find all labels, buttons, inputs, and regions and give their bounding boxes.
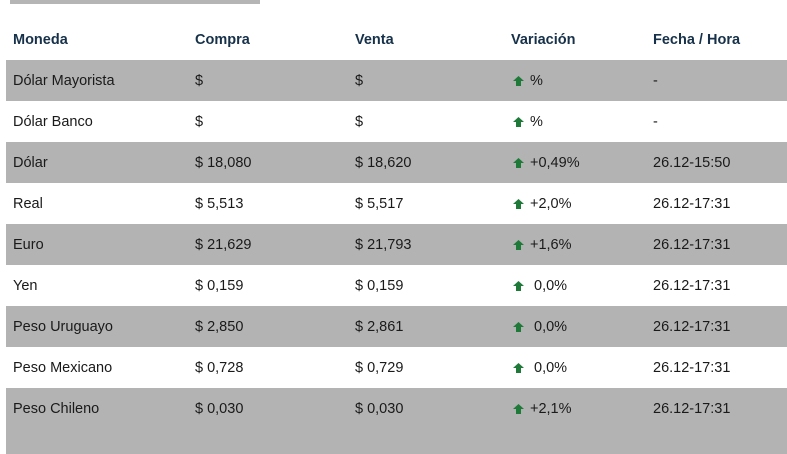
cell-moneda: Yen	[13, 277, 38, 294]
cell-fecha: 26.12-17:31	[653, 318, 731, 335]
cell-venta: $ 21,793	[355, 236, 412, 253]
cell-compra: $ 18,080	[195, 154, 252, 171]
variacion-value: +2,0%	[530, 195, 572, 212]
variacion-value: +1,6%	[530, 236, 572, 253]
cell-moneda: Euro	[13, 236, 44, 253]
cell-moneda: Peso Uruguayo	[13, 318, 113, 335]
cell-moneda: Dólar Mayorista	[13, 72, 115, 89]
cell-venta: $ 5,517	[355, 195, 404, 212]
table-row: Peso Mexicano $ 0,728 $ 0,729 0,0% 26.12-17…	[6, 347, 787, 388]
table-row: Real $ 5,513 $ 5,517 +2,0% 26.12-17:31	[6, 183, 787, 224]
cell-variacion: +2,1%	[504, 401, 646, 417]
cell-variacion: %	[504, 73, 646, 89]
table-row: Euro $ 21,629 $ 21,793 +1,6% 26.12-17:31	[6, 224, 787, 265]
cell-moneda: Peso Chileno	[13, 400, 100, 417]
header-fecha: Fecha / Hora	[653, 32, 741, 48]
cell-venta: $ 0,030	[355, 400, 404, 417]
cell-venta: $ 0,159	[355, 277, 404, 294]
up-arrow-icon	[513, 280, 524, 291]
up-arrow-icon	[513, 116, 524, 127]
table-body: Dólar Mayorista $ $% - Dólar Banco $ $% - Dólar $…	[6, 60, 787, 429]
cell-fecha: 26.12-17:31	[653, 236, 731, 253]
cell-variacion: +0,49%	[504, 155, 646, 171]
up-arrow-icon	[513, 362, 524, 373]
table-row: Peso Uruguayo $ 2,850 $ 2,861 0,0% 26.12-17…	[6, 306, 787, 347]
up-arrow-icon	[513, 403, 524, 414]
variacion-value: %	[530, 113, 543, 130]
variacion-value: 0,0%	[530, 277, 568, 294]
cell-variacion: +2,0%	[504, 196, 646, 212]
header-venta: Venta	[355, 32, 394, 48]
cell-venta: $	[355, 72, 364, 89]
variacion-value: +0,49%	[530, 154, 580, 171]
cell-variacion: 0,0%	[504, 319, 646, 335]
cell-compra: $ 5,513	[195, 195, 244, 212]
cell-compra: $ 0,030	[195, 400, 244, 417]
cell-fecha: -	[653, 113, 658, 130]
currency-table: Moneda Compra Venta Variación Fecha / Ho…	[6, 0, 787, 454]
cell-fecha: 26.12-15:50	[653, 154, 731, 171]
variacion-value: 0,0%	[530, 359, 568, 376]
table-row: Dólar Banco $ $% -	[6, 101, 787, 142]
variacion-value: 0,0%	[530, 318, 568, 335]
cell-variacion: 0,0%	[504, 360, 646, 376]
cell-compra: $ 0,159	[195, 277, 244, 294]
up-arrow-icon	[513, 321, 524, 332]
up-arrow-icon	[513, 198, 524, 209]
cell-fecha: 26.12-17:31	[653, 359, 731, 376]
cell-venta: $	[355, 113, 364, 130]
cell-variacion: +1,6%	[504, 237, 646, 253]
cell-venta: $ 0,729	[355, 359, 404, 376]
table-header: Moneda Compra Venta Variación Fecha / Ho…	[6, 0, 787, 60]
cell-variacion: 0,0%	[504, 278, 646, 294]
cell-fecha: -	[653, 72, 658, 89]
cell-compra: $ 21,629	[195, 236, 252, 253]
cell-fecha: 26.12-17:31	[653, 195, 731, 212]
cell-compra: $	[195, 113, 204, 130]
cropped-heading	[10, 0, 260, 4]
cell-variacion: %	[504, 114, 646, 130]
cell-venta: $ 18,620	[355, 154, 412, 171]
cell-compra: $ 2,850	[195, 318, 244, 335]
cell-moneda: Real	[13, 195, 43, 212]
table-row-partial	[6, 429, 787, 454]
table-row: Yen $ 0,159 $ 0,159 0,0% 26.12-17:31	[6, 265, 787, 306]
up-arrow-icon	[513, 239, 524, 250]
table-row: Dólar Mayorista $ $% -	[6, 60, 787, 101]
cell-moneda: Dólar	[13, 154, 48, 171]
cell-fecha: 26.12-17:31	[653, 277, 731, 294]
cell-venta: $ 2,861	[355, 318, 404, 335]
variacion-value: +2,1%	[530, 400, 572, 417]
header-moneda: Moneda	[13, 32, 68, 48]
cell-compra: $	[195, 72, 204, 89]
cell-fecha: 26.12-17:31	[653, 400, 731, 417]
table-row: Dólar $ 18,080 $ 18,620 +0,49% 26.12-15:50	[6, 142, 787, 183]
cell-moneda: Peso Mexicano	[13, 359, 113, 376]
up-arrow-icon	[513, 157, 524, 168]
table-row: Peso Chileno $ 0,030 $ 0,030 +2,1% 26.12-17:…	[6, 388, 787, 429]
variacion-value: %	[530, 72, 543, 89]
up-arrow-icon	[513, 75, 524, 86]
header-variacion: Variación	[511, 32, 576, 48]
header-compra: Compra	[195, 32, 250, 48]
cell-moneda: Dólar Banco	[13, 113, 93, 130]
cell-compra: $ 0,728	[195, 359, 244, 376]
